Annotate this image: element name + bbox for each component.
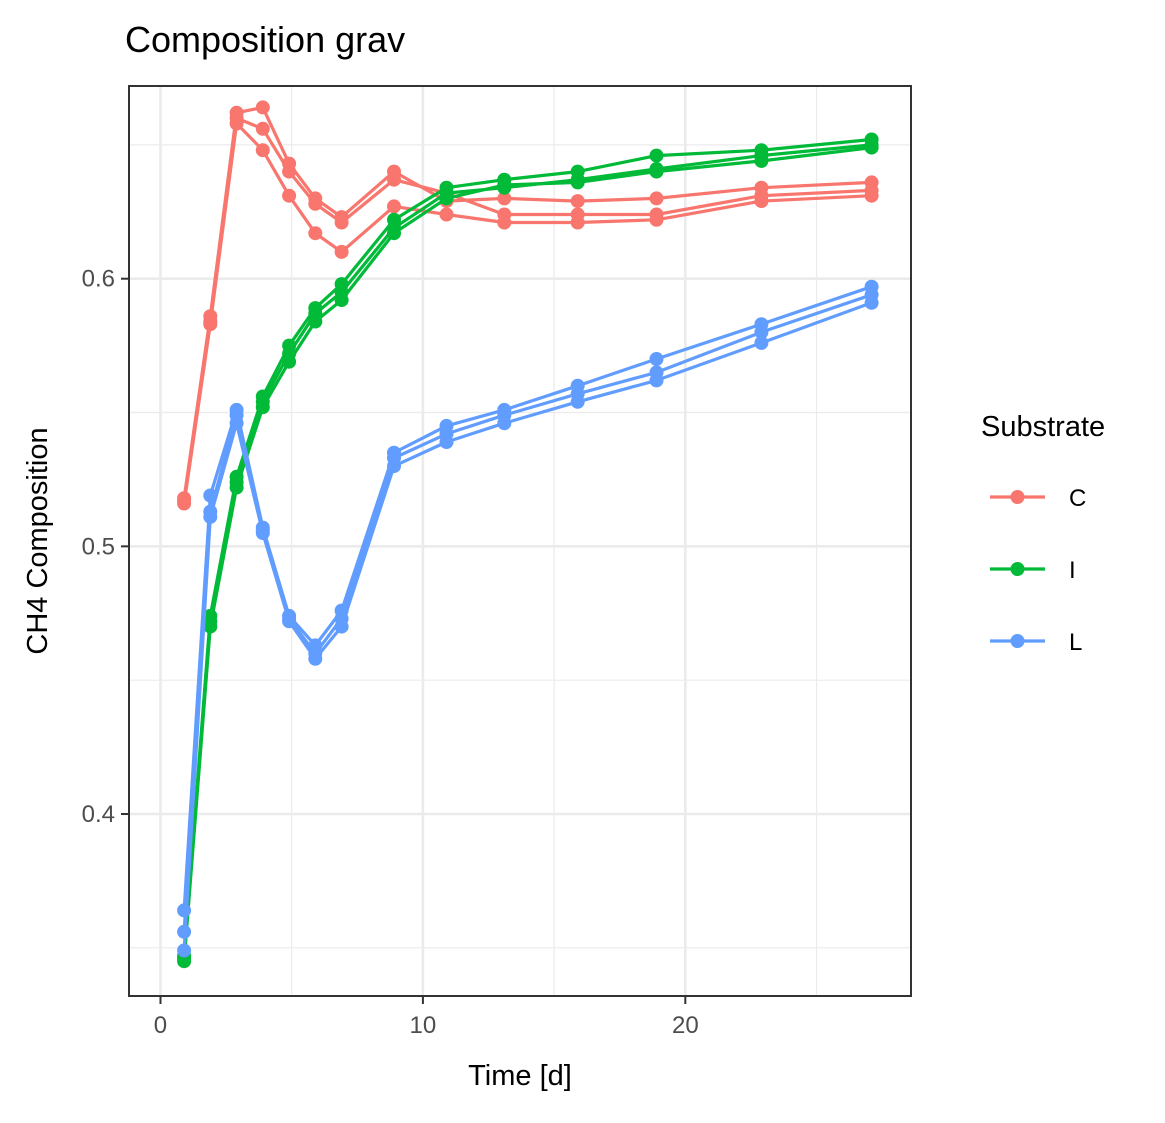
data-point-C <box>177 496 192 511</box>
data-point-I <box>308 314 323 329</box>
data-point-C <box>334 244 349 259</box>
x-tick-label: 10 <box>410 1012 437 1039</box>
legend-label: C <box>1069 485 1086 512</box>
data-point-C <box>387 199 401 214</box>
data-point-I <box>229 480 244 495</box>
data-point-L <box>649 352 664 366</box>
data-point-C <box>255 100 270 115</box>
data-point-I <box>255 400 270 415</box>
data-point-L <box>439 435 454 449</box>
series-line-I <box>182 146 872 962</box>
plot-panel <box>129 86 911 996</box>
data-point-L <box>229 416 244 431</box>
data-point-C <box>203 317 218 332</box>
series-I <box>177 140 879 969</box>
data-point-L <box>308 651 323 666</box>
legend-entries: C I L <box>990 485 1086 656</box>
data-point-I <box>387 226 401 241</box>
y-tick-label: 0.4 <box>82 801 115 828</box>
y-axis-title: CH4 Composition <box>22 427 54 654</box>
data-point-C <box>497 215 512 230</box>
data-point-L <box>497 416 512 431</box>
series-line-L <box>182 293 873 932</box>
data-point-C <box>334 215 349 230</box>
data-point-C <box>229 116 244 131</box>
data-point-I <box>439 191 454 206</box>
data-point-C <box>308 196 323 211</box>
legend-label: I <box>1069 557 1076 584</box>
data-point-I <box>334 293 349 308</box>
data-point-C <box>255 143 270 158</box>
data-point-L <box>255 526 270 540</box>
legend-key-point <box>1010 562 1025 576</box>
y-tick-label: 0.5 <box>82 533 115 560</box>
data-point-L <box>387 459 401 474</box>
legend-item-C: C <box>990 485 1086 512</box>
data-point-L <box>864 295 879 310</box>
legend-item-L: L <box>990 629 1082 656</box>
series-layer <box>177 100 879 969</box>
series-C <box>177 116 879 511</box>
series-line-I <box>182 137 872 957</box>
data-point-C <box>439 207 454 222</box>
data-point-C <box>497 191 512 206</box>
data-point-C <box>282 164 297 179</box>
data-point-L <box>282 614 297 629</box>
data-point-I <box>864 140 879 155</box>
x-axis-title: Time [d] <box>468 1060 572 1092</box>
data-point-L <box>334 619 349 634</box>
legend-key-point <box>1010 490 1025 504</box>
legend-key-point <box>1010 634 1025 648</box>
data-point-C <box>282 188 297 203</box>
data-point-C <box>570 194 585 209</box>
data-point-L <box>570 394 585 409</box>
data-point-L <box>177 943 192 958</box>
axis-layer: 0 10 20 0.4 0.5 0.6 <box>82 266 699 1039</box>
data-point-C <box>387 172 401 187</box>
data-point-I <box>649 164 664 179</box>
legend-item-I: I <box>990 557 1076 584</box>
series-L <box>177 295 879 958</box>
x-tick-label: 20 <box>672 1012 699 1039</box>
data-point-C <box>754 194 769 209</box>
series-line-L <box>182 301 873 951</box>
data-point-C <box>570 215 585 230</box>
data-point-I <box>649 148 664 163</box>
data-point-L <box>649 373 664 388</box>
series-line-I <box>182 143 872 959</box>
chart-title: Composition grav <box>125 19 405 60</box>
data-point-L <box>203 509 218 524</box>
data-point-C <box>255 121 270 136</box>
y-tick-label: 0.6 <box>82 266 115 293</box>
data-point-C <box>864 188 879 203</box>
plot-border <box>128 85 912 997</box>
data-point-I <box>497 178 512 192</box>
data-point-I <box>177 954 192 969</box>
legend: Substrate C I L <box>981 411 1105 656</box>
data-point-C <box>308 226 323 241</box>
data-point-I <box>203 619 218 634</box>
data-point-I <box>754 153 769 168</box>
x-tick-label: 0 <box>154 1012 167 1039</box>
legend-label: L <box>1069 629 1082 656</box>
data-point-C <box>649 212 664 227</box>
data-point-L <box>754 325 769 340</box>
data-point-C <box>649 191 664 206</box>
legend-title: Substrate <box>981 411 1105 443</box>
data-point-I <box>570 175 585 190</box>
data-point-I <box>282 354 297 369</box>
data-point-L <box>754 335 769 350</box>
